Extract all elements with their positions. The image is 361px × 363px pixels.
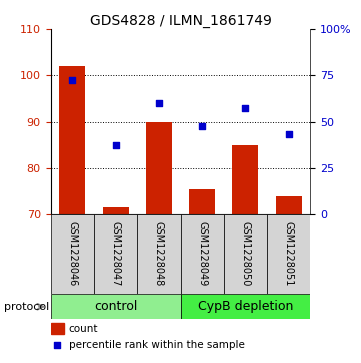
- Text: protocol: protocol: [4, 302, 49, 312]
- Bar: [51, 294, 180, 319]
- Point: [156, 100, 162, 106]
- Bar: [189, 189, 215, 214]
- Bar: [146, 122, 172, 214]
- Bar: [103, 207, 129, 214]
- Text: GSM1228051: GSM1228051: [284, 221, 294, 287]
- Bar: [180, 294, 310, 319]
- Bar: [224, 214, 267, 294]
- Text: percentile rank within the sample: percentile rank within the sample: [69, 340, 245, 350]
- Text: GSM1228049: GSM1228049: [197, 221, 207, 287]
- Bar: [51, 323, 64, 334]
- Text: GSM1228046: GSM1228046: [67, 221, 77, 287]
- Bar: [137, 214, 180, 294]
- Bar: [276, 196, 302, 214]
- Bar: [59, 66, 85, 214]
- Text: GSM1228047: GSM1228047: [110, 221, 121, 287]
- Bar: [232, 145, 258, 214]
- Bar: [267, 214, 310, 294]
- Point: [199, 123, 205, 129]
- Text: GSM1228048: GSM1228048: [154, 221, 164, 287]
- Point: [243, 105, 248, 111]
- Bar: [51, 214, 94, 294]
- Point: [286, 131, 292, 136]
- Point: [54, 342, 60, 348]
- Text: count: count: [69, 323, 98, 334]
- Point: [69, 77, 75, 83]
- Title: GDS4828 / ILMN_1861749: GDS4828 / ILMN_1861749: [90, 14, 271, 28]
- Bar: [94, 214, 137, 294]
- Bar: [180, 214, 224, 294]
- Text: CypB depletion: CypB depletion: [198, 300, 293, 313]
- Point: [113, 142, 118, 148]
- Text: GSM1228050: GSM1228050: [240, 221, 251, 287]
- Text: control: control: [94, 300, 137, 313]
